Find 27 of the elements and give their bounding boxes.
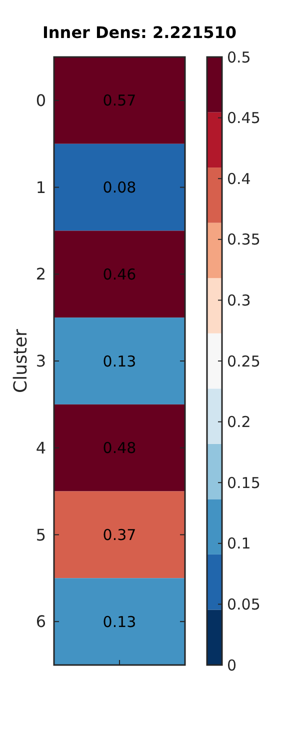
color-bar-label: 0 — [227, 656, 237, 674]
data-label: 0.37 — [102, 526, 136, 544]
color-bar-label: 0.3 — [227, 291, 251, 310]
color-bar-label: 0.5 — [227, 48, 251, 66]
chart-title: Inner Dens: 2.221510 — [42, 23, 237, 42]
color-bar-label: 0.4 — [227, 170, 251, 188]
y-tick-label: 1 — [36, 178, 46, 197]
color-bar-label: 0.35 — [227, 230, 260, 249]
color-bar-label: 0.1 — [227, 534, 251, 553]
data-label: 0.46 — [102, 265, 136, 284]
color-bar-label: 0.25 — [227, 352, 260, 370]
color-bar-label: 0.2 — [227, 413, 251, 432]
data-label: 0.13 — [102, 352, 136, 370]
y-tick-label: 5 — [36, 525, 46, 544]
color-bar-label: 0.15 — [227, 474, 260, 492]
y-tick-label: 3 — [36, 352, 46, 371]
data-label: 0.08 — [102, 178, 136, 197]
y-axis-title: Cluster — [10, 328, 32, 393]
data-label: 0.48 — [102, 439, 136, 458]
color-bar-label: 0.45 — [227, 109, 260, 128]
y-tick-label: 0 — [36, 91, 46, 110]
color-bar-label: 0.05 — [227, 595, 260, 614]
data-label: 0.57 — [102, 92, 136, 110]
data-label: 0.13 — [102, 612, 136, 631]
y-tick-label: 4 — [36, 438, 46, 458]
y-tick-label: 6 — [36, 612, 46, 632]
y-tick-label: 2 — [36, 264, 46, 284]
